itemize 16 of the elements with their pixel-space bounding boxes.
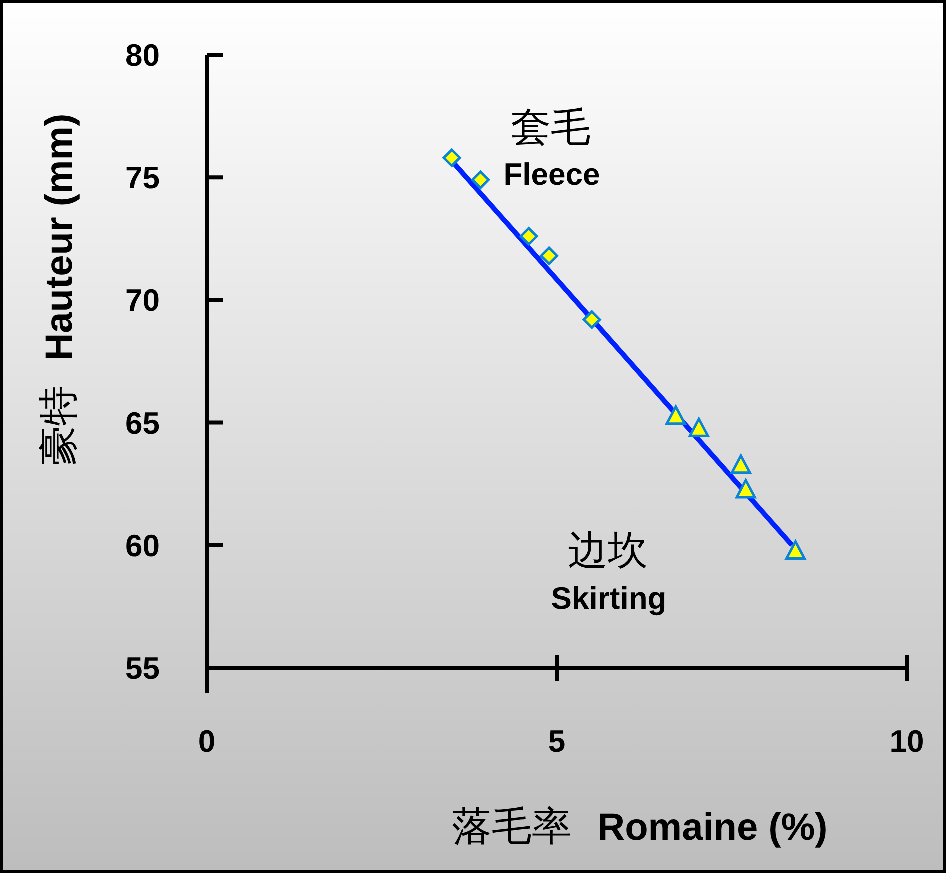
annotation: 套毛 [511,106,591,150]
point [785,540,806,560]
point [736,479,756,499]
point [666,406,686,426]
annotation: Fleece [504,157,600,192]
point [688,418,710,438]
annotation: 边坎 [568,529,648,573]
xlabel: 落毛率 Romaine (%) [452,804,828,850]
point [540,246,559,266]
annotation: Skirting [551,581,667,616]
point [520,227,538,246]
point [442,148,462,168]
ylabel: 豪特 Hauteur (mm) [36,114,82,466]
point [730,454,752,474]
point [471,170,490,190]
point [582,310,602,330]
